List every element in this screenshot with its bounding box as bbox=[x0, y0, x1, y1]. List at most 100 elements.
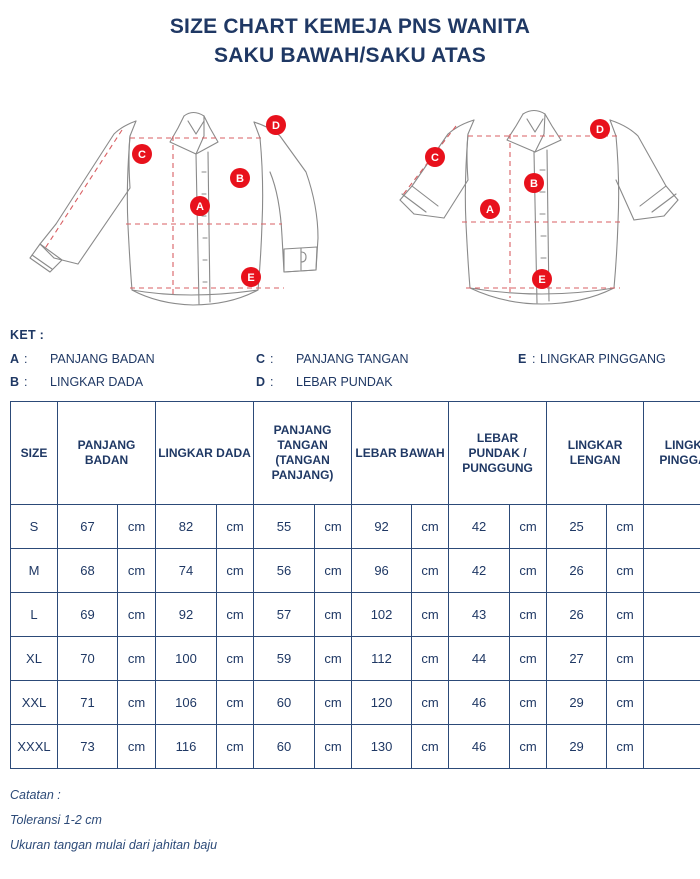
marker-c-label: C bbox=[138, 149, 146, 161]
cell-value: 55 bbox=[253, 504, 316, 549]
column-header-lebar-bawah: LEBAR BAWAH bbox=[351, 401, 450, 505]
legend-row-2: B : LINGKAR DADA D : LEBAR PUNDAK bbox=[10, 375, 700, 389]
cell-value: 70 bbox=[57, 636, 118, 681]
cell-value: 116 bbox=[155, 724, 218, 769]
cell-unit: cm bbox=[216, 504, 255, 549]
cell-value: 60 bbox=[253, 680, 316, 725]
notes-line-2: Ukuran tangan mulai dari jahitan baju bbox=[10, 838, 218, 852]
cell-unit: cm bbox=[411, 636, 450, 681]
cell-unit: cm bbox=[509, 724, 548, 769]
cell-unit: cm bbox=[314, 592, 353, 637]
legend-title: KET : bbox=[10, 328, 45, 342]
cell-unit: cm bbox=[314, 724, 353, 769]
cell-unit: cm bbox=[606, 636, 645, 681]
cell-unit: cm bbox=[509, 548, 548, 593]
cell-unit: cm bbox=[116, 548, 157, 593]
cell-value bbox=[643, 636, 700, 681]
legend-item-d-key: D bbox=[256, 375, 266, 389]
cell-value: 46 bbox=[448, 724, 511, 769]
marker-d-label: D bbox=[596, 124, 604, 136]
cell-value: 69 bbox=[57, 592, 118, 637]
column-header-lingkar-pinggang: LINGKAR PINGGANG bbox=[643, 401, 700, 505]
cell-value: 57 bbox=[253, 592, 316, 637]
marker-d-circle bbox=[590, 119, 610, 139]
size-table-body: S67cm82cm55cm92cm42cm25cmcmM68cm74cm56cm… bbox=[10, 504, 700, 769]
table-row: XXXL73cm116cm60cm130cm46cm29cmcm bbox=[10, 724, 700, 769]
cell-value: 82 bbox=[155, 504, 218, 549]
shirt-illustration-long-sleeve: D C B A E bbox=[18, 76, 368, 322]
marker-a-circle bbox=[480, 199, 500, 219]
size-table-container: SIZE PANJANG BADAN LINGKAR DADA PANJANG … bbox=[10, 401, 700, 769]
marker-b-circle bbox=[230, 168, 250, 188]
cell-value: 27 bbox=[546, 636, 608, 681]
cell-size: M bbox=[10, 548, 58, 593]
cell-unit: cm bbox=[116, 724, 157, 769]
page-title-line-2: SAKU BAWAH/SAKU ATAS bbox=[214, 44, 486, 67]
column-header-size: SIZE bbox=[10, 401, 58, 505]
cell-unit: cm bbox=[116, 636, 157, 681]
cell-value: 92 bbox=[351, 504, 413, 549]
marker-b-label: B bbox=[236, 173, 244, 185]
marker-d-circle bbox=[266, 115, 286, 135]
legend-item-c-separator: : bbox=[270, 352, 274, 366]
cell-unit: cm bbox=[216, 724, 255, 769]
legend-item-d: D : LEBAR PUNDAK bbox=[256, 375, 518, 389]
legend-spacer bbox=[518, 375, 700, 389]
cell-value: 96 bbox=[351, 548, 413, 593]
cell-value: 73 bbox=[57, 724, 118, 769]
cell-unit: cm bbox=[509, 680, 548, 725]
cell-value: 26 bbox=[546, 592, 608, 637]
marker-e-circle bbox=[241, 267, 261, 287]
legend-item-e-key: E bbox=[518, 352, 527, 366]
legend-item-a-separator: : bbox=[24, 352, 28, 366]
legend-item-a-label: PANJANG BADAN bbox=[50, 352, 155, 366]
cell-unit: cm bbox=[606, 680, 645, 725]
cell-unit: cm bbox=[606, 592, 645, 637]
cell-unit: cm bbox=[509, 636, 548, 681]
cell-unit: cm bbox=[314, 548, 353, 593]
table-row: M68cm74cm56cm96cm42cm26cmcm bbox=[10, 548, 700, 593]
cell-value bbox=[643, 724, 700, 769]
notes-heading: Catatan : bbox=[10, 788, 61, 802]
cell-size: S bbox=[10, 504, 58, 549]
marker-a-circle bbox=[190, 196, 210, 216]
cell-value: 42 bbox=[448, 504, 511, 549]
cell-value: 60 bbox=[253, 724, 316, 769]
cell-value: 44 bbox=[448, 636, 511, 681]
cell-unit: cm bbox=[216, 680, 255, 725]
cell-value: 25 bbox=[546, 504, 608, 549]
marker-e-label: E bbox=[247, 272, 254, 284]
column-header-lingkar-dada: LINGKAR DADA bbox=[155, 401, 255, 505]
column-header-lingkar-lengan: LINGKAR LENGAN bbox=[546, 401, 645, 505]
table-row: S67cm82cm55cm92cm42cm25cmcm bbox=[10, 504, 700, 549]
marker-c-circle bbox=[132, 144, 152, 164]
size-table-head: SIZE PANJANG BADAN LINGKAR DADA PANJANG … bbox=[10, 401, 700, 505]
legend-item-e: E : LINGKAR PINGGANG bbox=[518, 352, 700, 366]
cell-value bbox=[643, 592, 700, 637]
cell-unit: cm bbox=[314, 504, 353, 549]
cell-value: 130 bbox=[351, 724, 413, 769]
cell-unit: cm bbox=[411, 680, 450, 725]
cell-size: XXXL bbox=[10, 724, 58, 769]
cell-value: 26 bbox=[546, 548, 608, 593]
column-header-panjang-badan: PANJANG BADAN bbox=[56, 401, 157, 505]
legend-item-a-key: A bbox=[10, 352, 20, 366]
cell-size: L bbox=[10, 592, 58, 637]
legend-item-d-separator: : bbox=[270, 375, 274, 389]
cell-unit: cm bbox=[116, 680, 157, 725]
size-chart-table: SIZE PANJANG BADAN LINGKAR DADA PANJANG … bbox=[10, 401, 700, 769]
cell-unit: cm bbox=[216, 548, 255, 593]
table-row: L69cm92cm57cm102cm43cm26cmcm bbox=[10, 592, 700, 637]
marker-group: D C B A E bbox=[132, 115, 286, 287]
marker-e-label: E bbox=[538, 274, 545, 286]
cell-size: XXL bbox=[10, 680, 58, 725]
cell-unit: cm bbox=[216, 592, 255, 637]
table-row: XL70cm100cm59cm112cm44cm27cmcm bbox=[10, 636, 700, 681]
table-row: XXL71cm106cm60cm120cm46cm29cmcm bbox=[10, 680, 700, 725]
marker-d-label: D bbox=[272, 120, 280, 132]
cell-value: 67 bbox=[57, 504, 118, 549]
cell-unit: cm bbox=[411, 504, 450, 549]
notes-section: Catatan : Toleransi 1-2 cm Ukuran tangan… bbox=[10, 783, 700, 858]
cell-value: 102 bbox=[351, 592, 413, 637]
cell-unit: cm bbox=[411, 548, 450, 593]
